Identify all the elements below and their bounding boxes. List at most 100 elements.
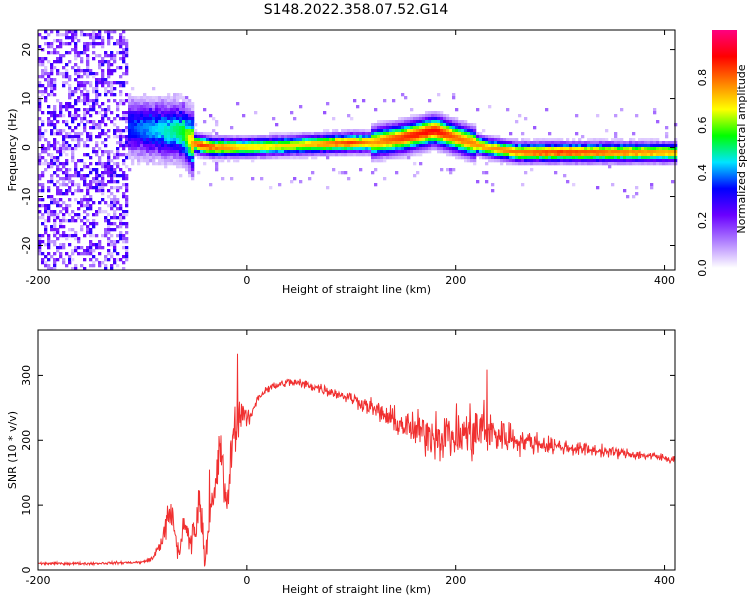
heatmap-cell [668,156,672,160]
heatmap-cell [182,126,186,130]
heatmap-cell [560,150,564,154]
heatmap-cell [170,99,174,103]
heatmap-cell [569,162,573,166]
heatmap-cell [485,144,489,148]
heatmap-cell [191,177,195,181]
heatmap-cell [509,150,513,154]
heatmap-cell [524,171,528,175]
heatmap-cell [431,117,435,121]
heatmap-cell [107,222,111,226]
heatmap-cell [470,135,474,139]
heatmap-cell [113,54,117,58]
heatmap-cell [521,153,525,157]
heatmap-cell [605,153,609,157]
heatmap-cell [116,42,120,46]
heatmap-cell [443,147,447,151]
heatmap-cell [392,132,396,136]
heatmap-cell [491,135,495,139]
heatmap-cell [110,150,114,154]
heatmap-cell [71,90,75,94]
heatmap-cell [131,108,135,112]
heatmap-cell [359,150,363,154]
heatmap-cell [413,114,417,118]
heatmap-cell [620,147,624,151]
heatmap-cell [101,162,105,166]
heatmap-cell [53,183,57,187]
heatmap-cell [416,132,420,136]
heatmap-cell [182,162,186,166]
heatmap-cell [113,261,117,265]
heatmap-cell [104,201,108,205]
heatmap-cell [371,138,375,142]
heatmap-cell [41,135,45,139]
heatmap-cell [182,153,186,157]
heatmap-cell [446,132,450,136]
heatmap-cell [170,138,174,142]
heatmap-cell [569,159,573,163]
heatmap-cell [164,126,168,130]
heatmap-cell [71,153,75,157]
heatmap-cell [488,153,492,157]
heatmap-cell [110,159,114,163]
heatmap-cell [326,129,330,133]
heatmap-cell [515,144,519,148]
heatmap-cell [269,144,273,148]
heatmap-cell [173,99,177,103]
heatmap-cell [77,201,81,205]
heatmap-cell [134,96,138,100]
heatmap-cell [341,138,345,142]
heatmap-cell [353,153,357,157]
heatmap-cell [62,192,66,196]
heatmap-cell [110,168,114,172]
heatmap-cell [140,114,144,118]
heatmap-cell [248,144,252,148]
heatmap-cell [86,120,90,124]
heatmap-cell [308,147,312,151]
heatmap-cell [50,174,54,178]
heatmap-cell [296,141,300,145]
heatmap-cell [131,87,135,91]
heatmap-cell [512,150,516,154]
heatmap-cell [92,123,96,127]
heatmap-cell [236,141,240,145]
heatmap-cell [92,105,96,109]
heatmap-cell [566,159,570,163]
heatmap-cell [422,135,426,139]
heatmap-cell [140,126,144,130]
heatmap-cell [206,144,210,148]
heatmap-cell [89,132,93,136]
heatmap-cell [365,135,369,139]
heatmap-cell [386,141,390,145]
heatmap-cell [146,96,150,100]
heatmap-cell [623,150,627,154]
heatmap-cell [41,204,45,208]
heatmap-cell [98,123,102,127]
heatmap-cell [140,147,144,151]
heatmap-cell [89,69,93,73]
heatmap-cell [557,159,561,163]
heatmap-cell [89,207,93,211]
heatmap-cell [161,141,165,145]
heatmap-cell [50,111,54,115]
heatmap-cell [146,108,150,112]
heatmap-cell [38,99,42,103]
heatmap-cell [164,141,168,145]
heatmap-cell [53,141,57,145]
heatmap-cell [116,201,120,205]
heatmap-cell [419,153,423,157]
heatmap-cell [110,57,114,61]
heatmap-cell [68,135,72,139]
heatmap-cell [623,159,627,163]
heatmap-cell [56,69,60,73]
heatmap-cell [65,120,69,124]
heatmap-cell [125,144,129,148]
heatmap-cell [440,138,444,142]
heatmap-cell [41,216,45,220]
heatmap-cell [380,150,384,154]
heatmap-cell [95,33,99,37]
heatmap-cell [251,138,255,142]
heatmap-cell [119,204,123,208]
snr-x-label: Height of straight line (km) [282,583,431,596]
heatmap-cell [182,111,186,115]
heatmap-cell [563,174,567,178]
